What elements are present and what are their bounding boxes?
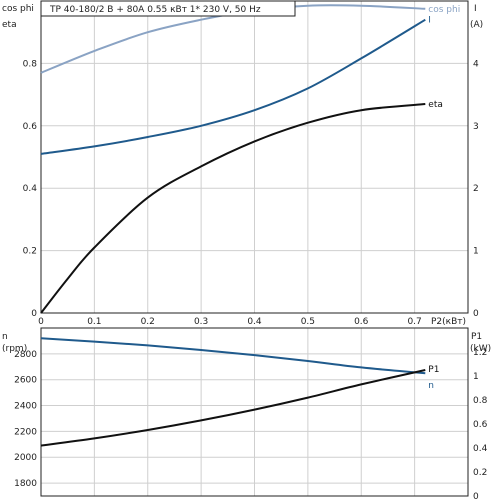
bottom-right-tick-label: 0.4 [473,444,488,454]
title-box [40,0,296,17]
top-right-tick-label: 1 [473,247,479,257]
top-x-tick-label: 0.1 [87,317,101,327]
speed-series-line-label: n [428,381,434,391]
eta-series-line [40,103,426,314]
bottom-right-tick-label: 0.2 [473,468,487,478]
top-right-axis-label-i: I [474,4,477,14]
p1-series-line-label: P1 [428,365,439,375]
bottom-left-tick-label: 2200 [14,427,37,437]
top-left-tick-label: 0 [31,309,37,319]
top-right-tick-label: 3 [473,122,479,132]
text-layer: 0 0.1 0.2 0.3 0.4 0.5 0.6 0.7 0 0.2 0.4 0.6 0.8 0 1 2 3 4… [14,5,487,500]
bottom-left-tick-label: 2800 [14,350,37,360]
top-left-tick-label: 0.6 [23,122,38,132]
bottom-left-axis-label-n: n [2,332,8,342]
top-left-axis-label-eta: eta [2,20,17,30]
eta-series-line-label: eta [428,100,443,110]
top-left-tick-label: 0.8 [23,59,38,69]
bottom-left-tick-label: 2000 [14,453,37,463]
current-series-line-label: I [428,16,431,26]
top-x-tick-label: 0.7 [407,317,421,327]
top-x-tick-label: 0.5 [301,317,315,327]
grid-layer [41,1,468,496]
bottom-left-axis-label-unit: (rpm) [2,344,27,354]
bottom-left-tick-label: 2600 [14,376,37,386]
top-x-tick-label: 0.2 [141,317,155,327]
top-right-tick-label: 4 [473,59,479,69]
top-x-axis-label: P2(кВт) [431,317,466,327]
bottom-right-tick-label: 0 [473,492,479,500]
bottom-right-tick-label: 1 [473,372,479,382]
bottom-plot-frame [40,327,469,497]
top-right-tick-label: 2 [473,184,479,194]
speed-series-line [40,337,426,375]
p1-series-line [40,369,426,447]
bottom-right-tick-label: 1.2 [473,348,487,358]
top-right-tick-label: 0 [473,309,479,319]
top-right-axis-label-unit: (A) [470,20,483,30]
top-left-tick-label: 0.4 [23,184,38,194]
current-series-line [40,18,426,155]
top-x-tick-label: 0 [38,317,44,327]
cosphi-series-line-label: cos phi [428,5,460,15]
bottom-right-axis-label-unit: (kW) [470,344,491,354]
top-left-tick-label: 0.2 [23,247,37,257]
bottom-right-axis-label-p1: P1 [471,332,482,342]
bottom-left-tick-label: 1800 [14,479,37,489]
top-x-tick-label: 0.3 [194,317,208,327]
bottom-right-tick-label: 0.6 [473,420,488,430]
top-left-axis-label-cosphi: cos phi [2,4,34,14]
top-x-tick-label: 0.6 [354,317,369,327]
bottom-right-tick-label: 0.8 [473,396,488,406]
chart-title: TP 40-180/2 B + 80A 0.55 кВт 1* 230 V, 5… [49,5,261,15]
bottom-left-tick-label: 2400 [14,402,37,412]
top-x-tick-label: 0.4 [247,317,262,327]
